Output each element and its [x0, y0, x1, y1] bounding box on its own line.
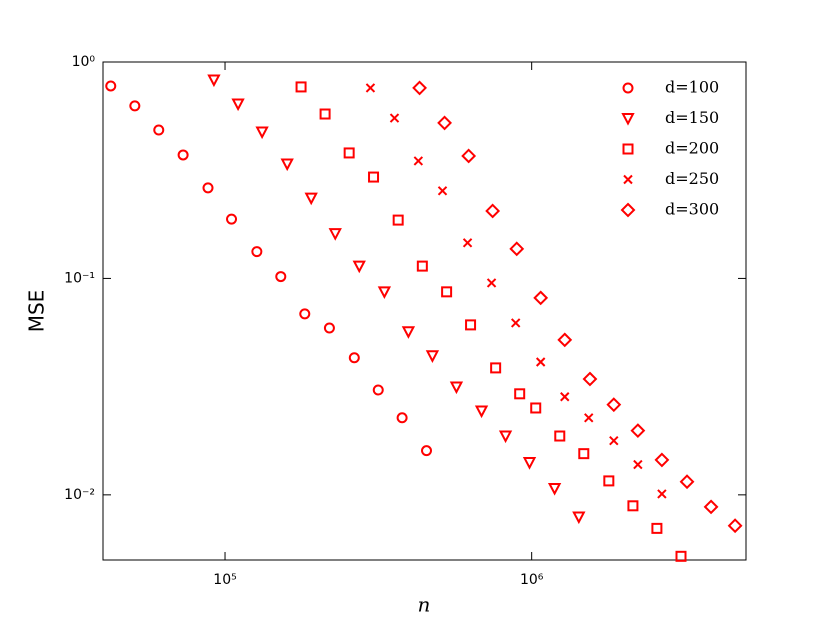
point	[486, 278, 497, 288]
point	[560, 392, 570, 402]
point	[396, 412, 408, 424]
legend-marker	[623, 174, 633, 185]
point	[462, 238, 473, 248]
point	[425, 350, 440, 363]
point	[461, 148, 477, 164]
point	[465, 319, 477, 331]
point	[202, 182, 214, 194]
point	[413, 156, 424, 166]
point	[441, 286, 453, 298]
x-axis-label: n	[418, 593, 431, 617]
point	[606, 397, 622, 413]
point	[630, 423, 646, 439]
point	[572, 511, 586, 525]
point	[651, 522, 663, 534]
point	[533, 290, 549, 306]
point	[421, 445, 433, 457]
point	[510, 318, 521, 328]
point	[251, 246, 263, 258]
point	[498, 430, 513, 444]
point	[675, 550, 687, 562]
point	[207, 74, 221, 88]
point	[437, 186, 448, 196]
point	[654, 452, 670, 468]
point	[255, 126, 269, 140]
point	[509, 241, 525, 257]
point	[679, 474, 695, 490]
point	[557, 332, 573, 348]
point	[416, 260, 428, 272]
point	[449, 381, 464, 395]
y-tick-label: 10⁻¹	[64, 270, 95, 286]
legend-marker	[620, 202, 636, 218]
point	[377, 286, 392, 299]
point	[153, 124, 165, 136]
legend-label: d=300	[665, 200, 719, 219]
y-axis-label: MSE	[25, 290, 49, 333]
point	[657, 489, 667, 499]
point	[343, 147, 355, 159]
point	[372, 384, 384, 396]
point	[368, 171, 380, 183]
x-tick-label: 10⁵	[213, 572, 236, 588]
point	[474, 405, 489, 419]
legend-marker	[622, 143, 634, 155]
point	[319, 108, 331, 120]
point	[609, 435, 619, 446]
point	[584, 413, 594, 423]
point	[389, 113, 400, 123]
point	[522, 457, 537, 470]
point	[352, 260, 366, 274]
point	[554, 430, 566, 442]
point	[226, 213, 238, 225]
point	[727, 518, 743, 534]
point	[633, 459, 643, 470]
legend-label: d=100	[665, 78, 719, 97]
point	[129, 100, 141, 112]
point	[514, 388, 526, 400]
point	[547, 482, 562, 496]
y-tick-label: 10⁻²	[64, 487, 95, 503]
point	[703, 499, 719, 515]
point	[578, 448, 590, 460]
point	[412, 80, 427, 96]
legend-marker	[621, 113, 635, 126]
point	[280, 158, 294, 172]
point	[603, 475, 615, 487]
legend-marker	[622, 82, 634, 94]
point	[365, 83, 376, 93]
legend-label: d=200	[665, 139, 719, 158]
point	[392, 214, 404, 226]
legend-label: d=250	[665, 169, 719, 188]
point	[535, 357, 546, 367]
point	[231, 98, 245, 112]
plot-frame	[102, 61, 747, 561]
point	[401, 326, 416, 339]
y-tick-label: 10⁰	[72, 54, 96, 70]
point	[295, 81, 307, 93]
point	[490, 362, 502, 374]
point	[437, 115, 452, 131]
point	[177, 149, 189, 161]
point	[627, 500, 639, 512]
point	[582, 371, 598, 387]
point	[348, 352, 360, 364]
point	[530, 402, 542, 414]
point	[105, 80, 117, 92]
x-tick-label: 10⁶	[520, 572, 544, 588]
point	[304, 192, 318, 206]
legend-label: d=150	[665, 108, 719, 127]
point	[275, 271, 287, 283]
point	[485, 203, 501, 219]
point	[323, 322, 335, 334]
point	[299, 308, 311, 320]
point	[328, 228, 342, 241]
